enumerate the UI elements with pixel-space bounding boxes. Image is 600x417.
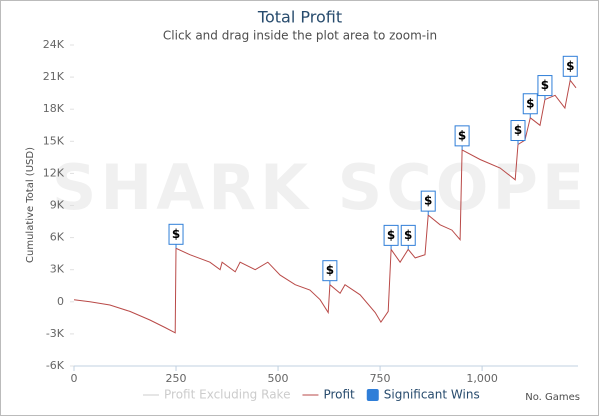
flag-label: $	[514, 123, 522, 137]
chart-title: Total Profit	[257, 8, 342, 27]
win-flag: $	[383, 224, 399, 250]
watermark: SHARK SCOPE	[52, 151, 589, 224]
flag-label: $	[566, 59, 574, 73]
x-tick-label: 250	[166, 372, 187, 385]
flag-box	[400, 224, 416, 246]
win-flag: $	[537, 75, 553, 100]
legend-swatch	[366, 389, 379, 401]
win-flag: $	[322, 260, 338, 285]
x-tick-label: 0	[71, 372, 78, 385]
win-flag: $	[510, 120, 526, 145]
y-tick-label: 9K	[50, 199, 65, 212]
profit-line	[73, 79, 577, 334]
y-tick-label: 18K	[43, 102, 65, 115]
flag-label: $	[387, 228, 395, 242]
win-flag: $	[454, 125, 470, 150]
win-flag: $	[420, 190, 436, 216]
flag-label: $	[326, 263, 334, 277]
flag-box	[420, 190, 436, 212]
win-flag: $	[522, 93, 538, 118]
flag-box	[510, 120, 526, 142]
flag-label: $	[458, 128, 466, 142]
flag-box	[562, 55, 578, 77]
y-tick-label: -6K	[46, 359, 65, 372]
flag-label: $	[404, 228, 412, 242]
chart-subtitle: Click and drag inside the plot area to z…	[163, 29, 437, 43]
win-flag: $	[168, 223, 184, 249]
x-tick-label: 1,000	[466, 372, 498, 385]
flag-box	[383, 224, 399, 246]
flag-box	[522, 93, 538, 115]
flag-box	[454, 125, 470, 147]
y-tick-label: 0	[57, 295, 64, 308]
flag-label: $	[172, 227, 180, 241]
y-tick-label: 12K	[43, 166, 65, 179]
flag-label: $	[424, 194, 432, 208]
y-tick-label: 6K	[50, 231, 65, 244]
legend-label: Profit	[323, 388, 355, 402]
flag-label: $	[541, 78, 549, 92]
y-tick-label: 3K	[50, 263, 65, 276]
y-tick-label: -3K	[46, 327, 65, 340]
x-tick-label: 500	[268, 372, 289, 385]
x-tick-label: 750	[370, 372, 391, 385]
x-axis-label: No. Games	[525, 392, 580, 403]
win-flag: $	[400, 224, 416, 250]
legend-label: Significant Wins	[384, 388, 480, 402]
y-axis-label: Cumulative Total (USD)	[25, 147, 36, 263]
y-tick-label: 15K	[43, 134, 65, 147]
legend-label: Profit Excluding Rake	[164, 388, 290, 402]
flag-box	[168, 223, 184, 245]
win-flag: $	[562, 55, 578, 81]
y-tick-label: 24K	[43, 38, 65, 51]
y-tick-label: 21K	[43, 70, 65, 83]
flag-label: $	[526, 96, 534, 110]
flag-box	[537, 75, 553, 97]
flag-box	[322, 260, 338, 282]
